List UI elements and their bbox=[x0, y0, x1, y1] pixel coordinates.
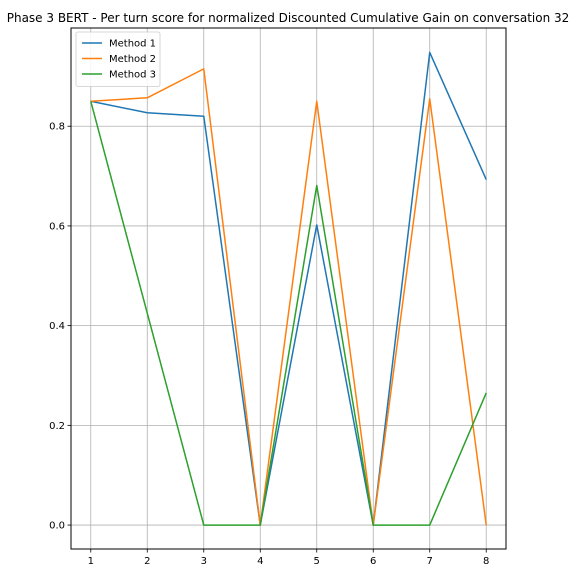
x-tick-label: 8 bbox=[483, 556, 489, 567]
axis-ticks: 1 2 3 4 5 6 7 8 0.0 0.2 0.4 0.6 0.8 bbox=[49, 122, 489, 567]
x-tick-label: 5 bbox=[314, 556, 320, 567]
series-line-method-2 bbox=[90, 68, 487, 526]
x-tick-label: 7 bbox=[427, 556, 433, 567]
series-line-method-3 bbox=[90, 101, 487, 526]
y-tick-label: 0.4 bbox=[49, 321, 65, 332]
y-tick-label: 0.2 bbox=[49, 421, 65, 432]
series-line-method-1 bbox=[90, 51, 487, 526]
x-tick-label: 1 bbox=[88, 556, 94, 567]
legend-label-method-3: Method 3 bbox=[109, 70, 156, 81]
legend: Method 1 Method 2 Method 3 bbox=[75, 31, 161, 87]
grid-lines bbox=[71, 28, 506, 549]
x-tick-label: 3 bbox=[201, 556, 207, 567]
x-tick-label: 4 bbox=[257, 556, 263, 567]
y-tick-label: 0.0 bbox=[49, 521, 65, 532]
legend-box bbox=[75, 31, 161, 87]
y-tick-label: 0.6 bbox=[49, 221, 65, 232]
plot-frame bbox=[70, 27, 507, 550]
y-tick-label: 0.8 bbox=[49, 122, 65, 133]
legend-label-method-2: Method 2 bbox=[109, 54, 156, 65]
x-tick-label: 6 bbox=[370, 556, 376, 567]
x-tick-label: 2 bbox=[144, 556, 150, 567]
chart-title: Phase 3 BERT - Per turn score for normal… bbox=[7, 11, 570, 25]
series-lines bbox=[90, 51, 487, 526]
legend-label-method-1: Method 1 bbox=[109, 39, 156, 50]
